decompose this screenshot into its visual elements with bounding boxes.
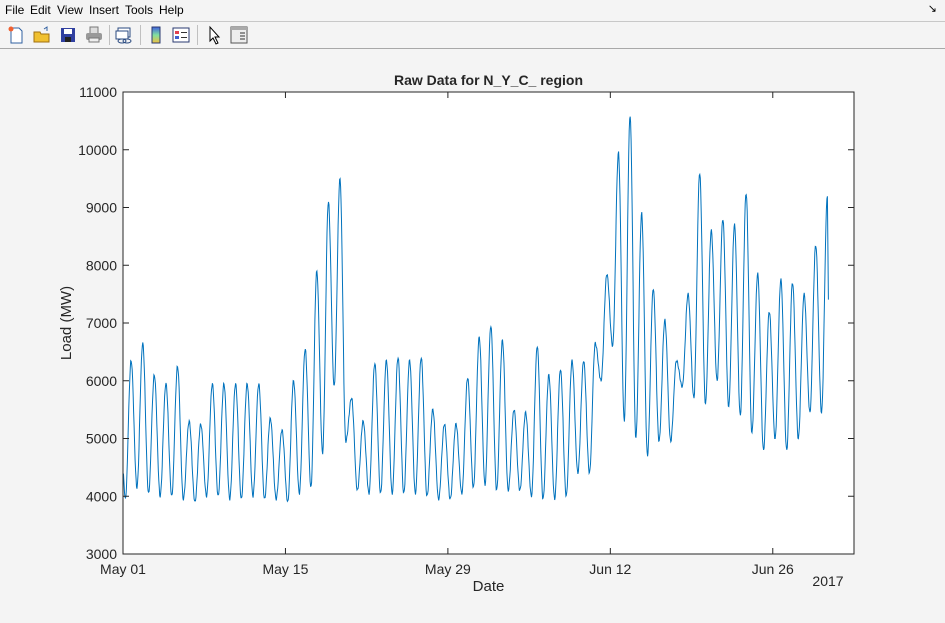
toolbar-separator (197, 25, 198, 45)
print-icon[interactable] (84, 25, 104, 45)
toolbar (0, 22, 945, 49)
x-tick-label: May 29 (425, 561, 471, 577)
x-tick-label: May 15 (262, 561, 308, 577)
y-tick-label: 9000 (86, 200, 117, 216)
load-series-line[interactable] (122, 116, 829, 503)
pointer-icon[interactable] (204, 25, 224, 45)
y-tick-label: 7000 (86, 315, 117, 331)
x-axis-label: Date (473, 578, 505, 595)
menu-insert[interactable]: Insert (89, 3, 120, 17)
y-tick-label: 4000 (86, 488, 117, 504)
property-inspector-icon[interactable] (229, 25, 249, 45)
save-icon[interactable] (58, 25, 78, 45)
y-tick-label: 8000 (86, 257, 117, 273)
menu-tools[interactable]: Tools (125, 3, 154, 17)
toolbar-separator (140, 25, 141, 45)
y-tick-label: 10000 (78, 142, 117, 158)
y-tick-label: 5000 (86, 431, 117, 447)
dock-arrow-icon[interactable]: ↘ (927, 3, 937, 15)
y-axis-label: Load (MW) (58, 286, 75, 360)
y-tick-label: 11000 (79, 84, 117, 100)
x-tick-label: May 01 (100, 561, 146, 577)
toolbar-separator (109, 25, 110, 45)
x-axis-year-label: 2017 (812, 573, 843, 589)
menu-help[interactable]: Help (159, 3, 184, 17)
legend-icon[interactable] (171, 25, 191, 45)
figure-area: 3000 4000 5000 6000 7000 8000 9000 10000 11000 Ma… (0, 49, 945, 618)
new-figure-icon[interactable] (6, 25, 26, 45)
chart-title: Raw Data for N_Y_C_ region (394, 72, 583, 88)
x-tick-label: Jun 26 (752, 561, 794, 577)
colorbar-icon[interactable] (146, 25, 166, 45)
open-file-icon[interactable] (32, 25, 52, 45)
x-tick-label: Jun 12 (589, 561, 631, 577)
plot-area[interactable] (123, 92, 854, 554)
link-plot-icon[interactable] (114, 25, 134, 45)
y-tick-label: 6000 (86, 373, 117, 389)
menu-view[interactable]: View (57, 3, 83, 17)
menu-edit[interactable]: Edit (30, 3, 51, 17)
chart: 3000 4000 5000 6000 7000 8000 9000 10000 11000 Ma… (58, 72, 855, 595)
menu-bar: File Edit View Insert Tools Help ↘ (0, 0, 945, 22)
y-tick-label: 3000 (86, 546, 117, 562)
menu-file[interactable]: File (5, 3, 25, 17)
